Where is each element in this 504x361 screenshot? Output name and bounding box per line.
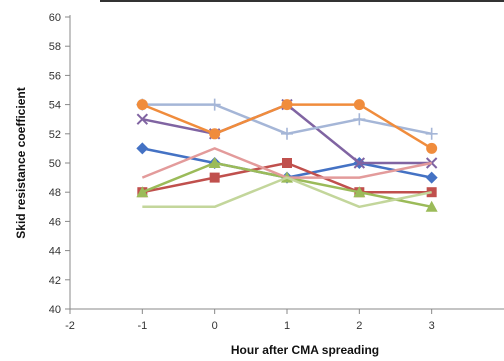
data-point bbox=[281, 127, 293, 140]
series-line bbox=[141, 103, 433, 150]
data-point bbox=[136, 186, 149, 198]
y-tick-label: 50 bbox=[49, 158, 61, 170]
data-point bbox=[425, 200, 438, 212]
y-axis-title: Skid resistance coefficient bbox=[14, 87, 28, 238]
data-point bbox=[425, 171, 438, 184]
series-line bbox=[142, 176, 432, 209]
x-tick-label: 2 bbox=[356, 320, 362, 332]
data-point bbox=[209, 128, 221, 140]
data-point bbox=[353, 99, 365, 111]
data-point bbox=[136, 99, 148, 111]
series-6 bbox=[136, 99, 438, 154]
data-point bbox=[353, 157, 366, 169]
y-tick-label: 58 bbox=[49, 41, 61, 53]
y-tick-label: 56 bbox=[49, 70, 61, 82]
y-tick-label: 48 bbox=[49, 187, 61, 199]
y-tick-label: 44 bbox=[49, 246, 61, 258]
series-layer bbox=[136, 98, 438, 212]
x-tick-label: 3 bbox=[429, 320, 435, 332]
x-tick-label: 1 bbox=[284, 320, 290, 332]
data-point bbox=[136, 142, 149, 155]
data-point bbox=[425, 157, 438, 169]
data-point bbox=[353, 186, 366, 198]
data-point bbox=[281, 99, 293, 111]
y-tick-label: 54 bbox=[49, 100, 61, 112]
data-point bbox=[208, 98, 221, 111]
x-tick-label: -2 bbox=[65, 320, 75, 332]
axes: 40 42 44 46 48 50 52 54 56 58 60 -2 -1 0 1 2 3 bbox=[49, 12, 504, 332]
data-point bbox=[282, 158, 292, 168]
x-tick-label: 0 bbox=[212, 320, 218, 332]
y-tick-label: 40 bbox=[49, 304, 61, 316]
x-tick-label: -1 bbox=[137, 320, 147, 332]
data-point bbox=[209, 172, 220, 183]
x-axis-title: Hour after CMA spreading bbox=[231, 343, 379, 357]
y-tick-label: 46 bbox=[49, 216, 61, 228]
data-point bbox=[136, 113, 149, 125]
series-8 bbox=[142, 176, 432, 209]
data-point bbox=[353, 113, 366, 126]
y-tick-label: 42 bbox=[49, 275, 61, 287]
data-point bbox=[425, 127, 438, 140]
data-point bbox=[208, 157, 221, 168]
data-point bbox=[426, 142, 438, 154]
y-tick-label: 60 bbox=[49, 12, 61, 24]
y-tick-label: 52 bbox=[49, 129, 61, 141]
